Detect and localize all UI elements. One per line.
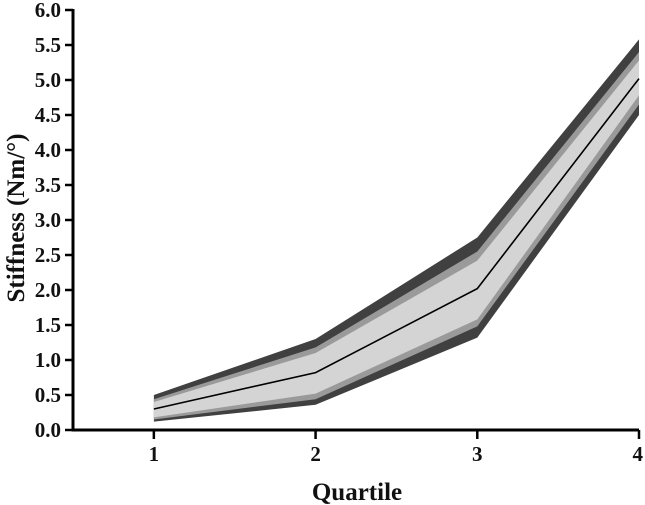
band-3 [153,60,639,418]
x-tick-label: 2 [310,442,321,466]
y-tick-label: 3.0 [35,208,61,232]
y-tick-label: 2.0 [35,278,61,302]
series-line-1 [153,78,640,410]
y-tick-label: 5.5 [35,33,61,57]
x-axis-ticks: 1 2 3 4 [149,430,644,466]
band-1 [153,39,639,422]
y-tick-label: 1.5 [35,313,61,337]
y-tick-label: 3.5 [35,173,61,197]
y-tick-label: 1.0 [35,348,61,372]
y-axis-title: Stiffness (Nm/°) [3,133,30,302]
x-axis-title: Quartile [312,479,402,505]
series-lines [153,78,640,410]
y-axis-ticks: 0.0 0.5 1.0 1.5 2.0 2.5 3.0 3.5 4.0 4.5 5.0 5.5 6.0 [35,0,73,442]
y-tick-label: 5.0 [35,68,61,92]
y-tick-label: 6.0 [35,0,61,22]
x-tick-label: 4 [633,442,644,466]
confidence-bands [153,39,639,422]
y-tick-label: 0.0 [35,418,61,442]
y-tick-label: 0.5 [35,383,61,407]
y-tick-label: 4.0 [35,138,61,162]
x-tick-label: 1 [149,442,160,466]
y-tick-label: 4.5 [35,103,61,127]
y-tick-label: 2.5 [35,243,61,267]
x-tick-label: 3 [472,442,483,466]
